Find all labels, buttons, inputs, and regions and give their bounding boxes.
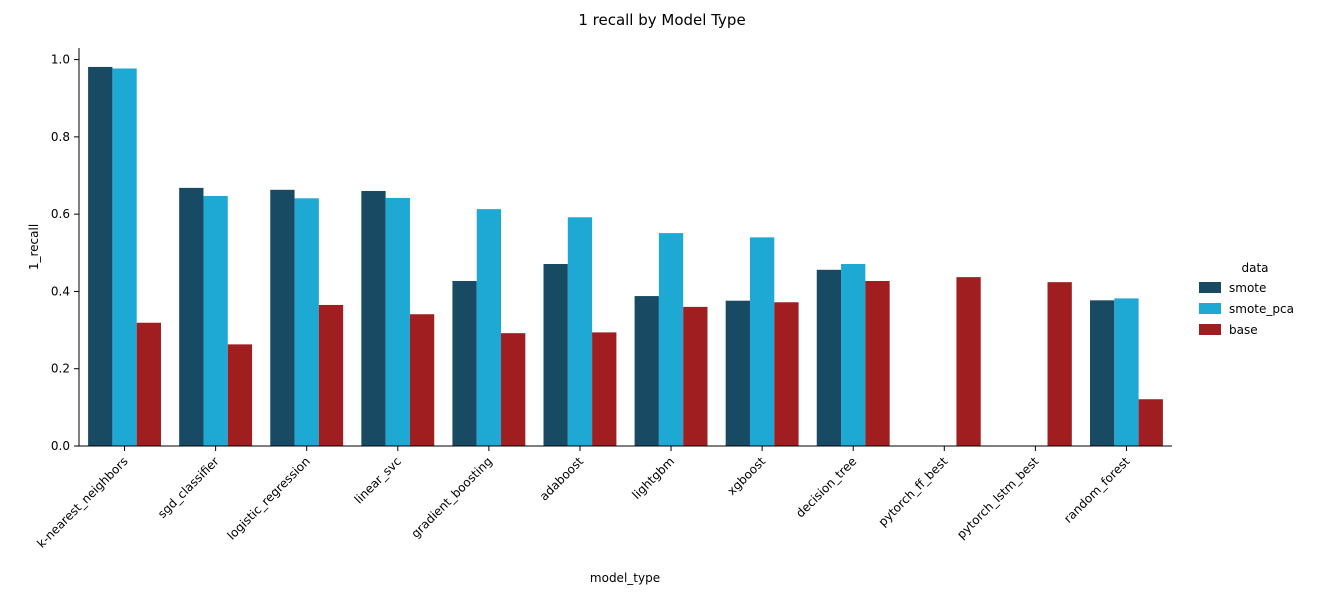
legend-label-smote: smote: [1229, 281, 1266, 295]
bar-smote-sgd_classifier: [179, 187, 204, 446]
bar-base-k-nearest_neighbors: [136, 322, 161, 446]
x-tick-label: sgd_classifier: [155, 454, 222, 521]
x-tick-label: xgboost: [724, 454, 768, 498]
bar-smote-adaboost: [543, 264, 568, 446]
y-tick-label: 0.4: [51, 284, 70, 298]
bar-smote-k-nearest_neighbors: [88, 66, 113, 447]
y-tick-label: 0.8: [51, 130, 70, 144]
x-tick-label: linear_svc: [352, 454, 404, 506]
legend-swatch-smote_pca: [1199, 303, 1221, 314]
bar-smote-xgboost: [725, 300, 750, 446]
chart-title: 1 recall by Model Type: [578, 11, 745, 29]
x-tick-label: lightgbm: [629, 454, 677, 502]
bar-base-logistic_regression: [318, 304, 344, 446]
y-tick-label: 0.6: [51, 207, 70, 221]
bar-smote-linear_svc: [361, 190, 386, 446]
bar-base-lightgbm: [683, 306, 708, 446]
legend-swatch-base: [1199, 324, 1221, 335]
bar-smote-random_forest: [1090, 300, 1115, 446]
x-tick-label: random_forest: [1061, 454, 1133, 526]
bar-base-random_forest: [1138, 399, 1163, 446]
bar-smote_pca-adaboost: [567, 217, 593, 446]
bar-smote_pca-sgd_classifier: [203, 195, 228, 446]
bar-base-sgd_classifier: [227, 344, 253, 446]
bar-smote-logistic_regression: [270, 189, 295, 446]
bar-base-linear_svc: [409, 314, 435, 446]
legend-label-smote_pca: smote_pca: [1229, 302, 1294, 316]
legend-title: data: [1241, 261, 1268, 275]
bar-base-xgboost: [774, 302, 799, 446]
bar-smote_pca-gradient_boosting: [476, 209, 502, 446]
bar-base-pytorch_ff_best: [956, 277, 981, 446]
bar-base-decision_tree: [865, 281, 890, 446]
bar-base-adaboost: [592, 332, 617, 446]
y-tick-label: 0.0: [51, 439, 70, 453]
bar-smote_pca-decision_tree: [841, 264, 866, 446]
x-axis-label: model_type: [590, 571, 660, 585]
bar-base-gradient_boosting: [501, 333, 526, 446]
bar-smote-decision_tree: [816, 269, 842, 446]
x-tick-label: logistic_regression: [224, 454, 312, 542]
bar-smote_pca-lightgbm: [658, 233, 684, 446]
plot-area: [88, 66, 1163, 447]
y-axis-label: 1_recall: [27, 224, 41, 270]
bar-smote-lightgbm: [634, 296, 659, 446]
x-tick-label: pytorch_ff_best: [876, 454, 951, 529]
y-ticks: 0.0 0.2 0.4 0.6 0.8 1.0: [51, 53, 79, 453]
bar-smote_pca-k-nearest_neighbors: [112, 68, 137, 446]
y-tick-label: 0.2: [51, 362, 70, 376]
bar-smote_pca-logistic_regression: [294, 198, 319, 446]
x-tick-label: k-nearest_neighbors: [34, 454, 130, 550]
x-tick-label: pytorch_lstm_best: [954, 454, 1042, 542]
x-ticks: k-nearest_neighbors sgd_classifier logisti…: [34, 446, 1133, 551]
bar-base-pytorch_lstm_best: [1047, 282, 1072, 446]
legend-label-base: base: [1229, 323, 1258, 337]
bar-smote-gradient_boosting: [452, 281, 477, 446]
x-tick-label: adaboost: [537, 454, 586, 503]
x-tick-label: gradient_boosting: [408, 454, 495, 541]
x-tick-label: decision_tree: [793, 454, 859, 520]
bar-smote_pca-random_forest: [1114, 298, 1139, 446]
legend-swatch-smote: [1199, 282, 1221, 293]
bar-smote_pca-linear_svc: [385, 197, 410, 446]
bar-smote_pca-xgboost: [749, 237, 775, 446]
y-tick-label: 1.0: [51, 53, 70, 67]
